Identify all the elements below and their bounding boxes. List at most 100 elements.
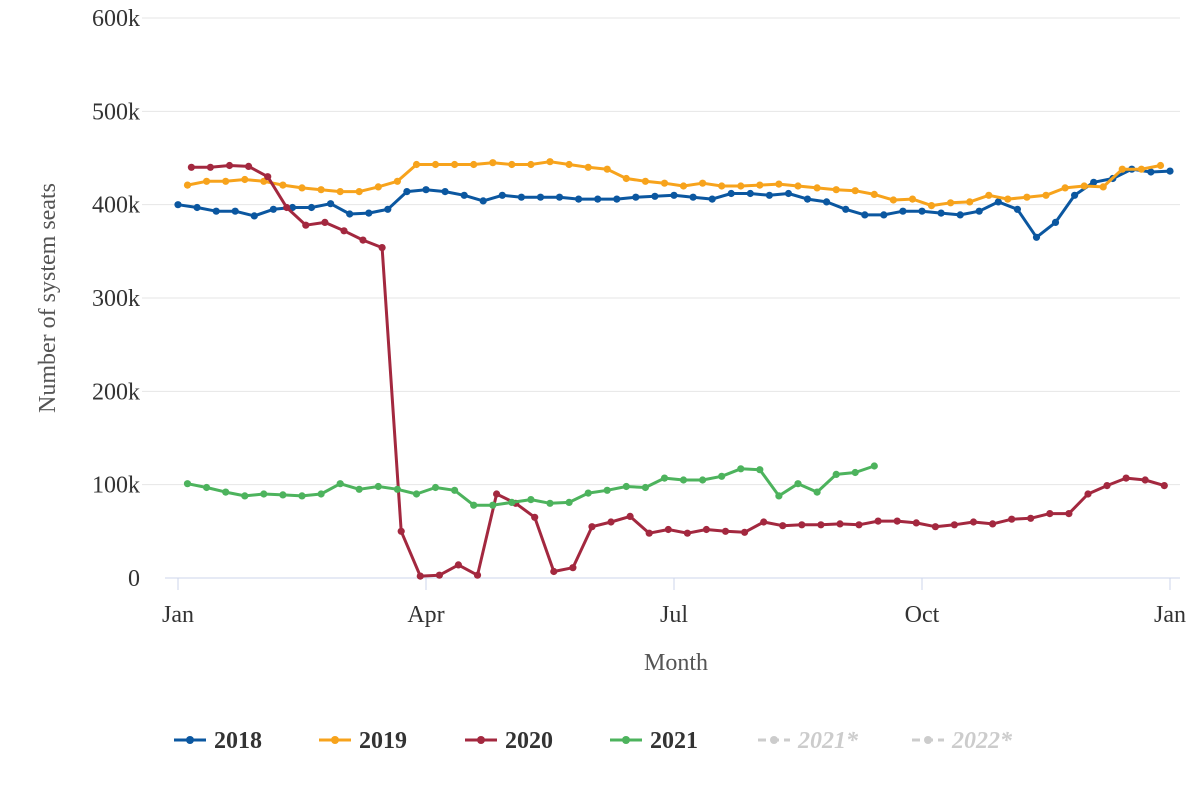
data-point [660, 474, 669, 482]
data-point [1027, 514, 1035, 522]
x-axis: Jan Apr Jul Oct Jan [162, 577, 1186, 628]
data-point [855, 521, 863, 529]
data-point [279, 181, 287, 189]
data-point [660, 179, 669, 187]
data-point [737, 465, 745, 473]
data-point [489, 159, 497, 167]
legend-label: 2020 [505, 728, 553, 754]
data-point [206, 163, 214, 171]
y-tick-label: 100k [92, 473, 140, 499]
grid-lines [142, 17, 1180, 486]
data-point [1118, 165, 1126, 173]
data-point [575, 195, 583, 203]
data-point [699, 179, 707, 187]
data-point [870, 190, 878, 198]
data-point [1147, 168, 1155, 176]
data-point [1013, 205, 1022, 213]
data-point [813, 488, 821, 496]
data-point [527, 160, 535, 169]
data-point [737, 182, 745, 190]
data-point [756, 181, 764, 189]
data-point [550, 567, 558, 576]
legend-item-2022*[interactable]: 2022* [912, 728, 1013, 754]
data-point [336, 480, 344, 488]
y-tick-label: 600k [92, 6, 140, 32]
data-point [241, 175, 249, 184]
legend-item-2021[interactable]: 2021 [610, 728, 698, 754]
data-point [565, 498, 573, 506]
data-point [794, 182, 802, 190]
series-2021 [183, 462, 878, 509]
data-point [489, 501, 497, 509]
data-point [994, 198, 1002, 206]
data-point [1065, 509, 1073, 518]
data-point [441, 188, 449, 196]
data-point [1090, 178, 1098, 186]
data-point [336, 188, 344, 196]
data-point [384, 205, 392, 213]
data-point [975, 207, 983, 215]
data-point [527, 496, 535, 504]
data-point [889, 196, 898, 204]
data-point [817, 521, 825, 529]
legend-item-2020[interactable]: 2020 [465, 728, 553, 754]
legend-item-2018[interactable]: 2018 [174, 728, 262, 754]
data-point [212, 207, 220, 215]
data-point [508, 160, 516, 169]
y-tick-label: 400k [92, 193, 140, 219]
data-point [307, 203, 316, 212]
data-point [473, 571, 482, 579]
data-point [374, 482, 382, 491]
data-point [187, 163, 195, 171]
data-point [775, 492, 783, 500]
data-point [283, 203, 291, 212]
x-tick-label: Oct [905, 602, 940, 628]
legend: 2018 2019 2020 2021 2021* 2022* [174, 728, 1013, 754]
data-point [422, 186, 430, 194]
data-point [603, 486, 611, 494]
data-point [741, 528, 749, 536]
data-point [679, 476, 688, 484]
data-point [1141, 476, 1149, 484]
data-point [517, 193, 526, 201]
data-point [231, 207, 239, 215]
data-point [1156, 161, 1165, 170]
data-point [641, 177, 650, 185]
legend-marker-symbol [331, 736, 339, 744]
data-point [989, 520, 997, 528]
data-point [683, 529, 692, 537]
data-point [378, 244, 386, 252]
data-point [851, 187, 859, 195]
data-point [183, 480, 192, 488]
data-point [1008, 515, 1016, 523]
data-point [1166, 167, 1174, 175]
data-point [1137, 165, 1145, 173]
data-point [508, 498, 516, 506]
legend-marker-symbol [477, 736, 485, 744]
data-point [412, 490, 421, 498]
y-axis-title: Number of system seats [35, 183, 61, 413]
data-point [760, 518, 768, 526]
data-point [355, 188, 363, 196]
data-point [670, 191, 678, 199]
data-point [317, 186, 325, 194]
series-line-2020 [189, 164, 1166, 578]
data-point [241, 492, 249, 500]
data-point [245, 162, 253, 170]
data-point [1160, 482, 1168, 490]
legend-item-2019[interactable]: 2019 [319, 728, 407, 754]
data-point [298, 184, 306, 192]
x-tick-label: Jan [1154, 602, 1186, 628]
data-point [431, 483, 440, 492]
data-point [431, 160, 440, 169]
data-point [641, 483, 650, 492]
data-point [651, 192, 659, 200]
legend-item-2021*[interactable]: 2021* [758, 728, 859, 754]
data-point [765, 191, 774, 199]
data-point [985, 191, 993, 199]
data-point [918, 207, 926, 215]
data-point [966, 198, 974, 206]
legend-marker-symbol [622, 736, 630, 744]
data-point [708, 195, 716, 203]
